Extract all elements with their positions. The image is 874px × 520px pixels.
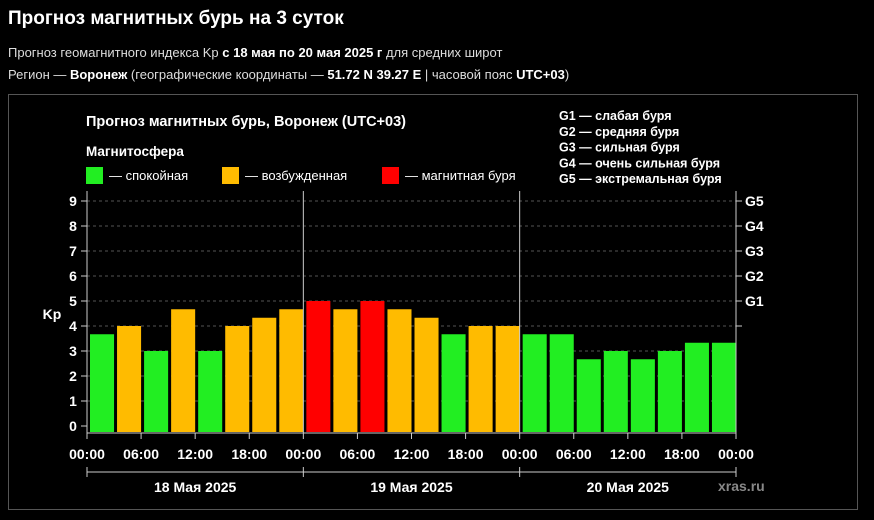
region-timezone: UTC+03 <box>516 67 565 82</box>
kp-bar <box>711 342 736 432</box>
legend-label-excited: — возбужденная <box>245 168 347 183</box>
kp-bar <box>225 326 250 432</box>
g-tick-label: G1 <box>745 293 764 309</box>
y-tick-label: 5 <box>69 293 77 309</box>
g-legend-item: G5 — экстремальная буря <box>559 172 722 186</box>
y-tick-label: 1 <box>69 393 77 409</box>
g-tick-label: G5 <box>745 193 764 209</box>
kp-bar <box>495 326 520 432</box>
kp-bar <box>171 309 196 432</box>
region-mid2: | часовой пояс <box>421 67 517 82</box>
x-tick-label: 12:00 <box>177 446 213 462</box>
y-tick-label: 7 <box>69 243 77 259</box>
kp-bar <box>387 309 412 432</box>
kp-bar <box>360 301 385 432</box>
subtitle-dates: с 18 мая по 20 мая 2025 г <box>222 45 383 60</box>
kp-bar <box>576 359 601 432</box>
kp-bar <box>279 309 304 432</box>
region-mid: (географические координаты — <box>127 67 328 82</box>
y-tick-label: 6 <box>69 268 77 284</box>
y-tick-label: 3 <box>69 343 77 359</box>
g-legend-item: G4 — очень сильная буря <box>559 156 720 170</box>
g-legend-item: G3 — сильная буря <box>559 141 680 155</box>
legend-swatch-calm <box>86 167 103 184</box>
x-tick-label: 12:00 <box>610 446 646 462</box>
subtitle-suffix: для средних широт <box>382 45 503 60</box>
g-tick-label: G3 <box>745 243 764 259</box>
x-tick-label: 00:00 <box>285 446 321 462</box>
x-tick-label: 06:00 <box>123 446 159 462</box>
y-tick-label: 8 <box>69 218 77 234</box>
day-label: 20 Мая 2025 <box>587 479 669 495</box>
legend-title: Магнитосфера <box>86 144 184 159</box>
region-coords: 51.72 N 39.27 E <box>327 67 422 82</box>
chart-panel: Прогноз магнитных бурь, Воронеж (UTC+03)… <box>8 94 858 510</box>
x-tick-label: 18:00 <box>448 446 484 462</box>
subtitle-prefix: Прогноз геомагнитного индекса Kp <box>8 45 223 60</box>
forecast-subtitle: Прогноз геомагнитного индекса Kp с 18 ма… <box>8 45 502 60</box>
kp-bar <box>252 317 277 432</box>
x-tick-label: 18:00 <box>231 446 267 462</box>
x-tick-label: 06:00 <box>556 446 592 462</box>
y-axis-label: Kp <box>43 306 62 322</box>
kp-bar <box>306 301 331 432</box>
kp-bar <box>117 326 142 432</box>
x-tick-label: 18:00 <box>664 446 700 462</box>
x-tick-label: 00:00 <box>69 446 105 462</box>
day-label: 18 Мая 2025 <box>154 479 236 495</box>
x-tick-label: 00:00 <box>718 446 754 462</box>
g-tick-label: G4 <box>745 218 764 234</box>
page-title: Прогноз магнитных бурь на 3 суток <box>8 8 344 29</box>
kp-bar <box>144 351 169 432</box>
g-legend-item: G1 — слабая буря <box>559 109 672 123</box>
region-info: Регион — Воронеж (географические координ… <box>8 67 569 82</box>
region-name: Воронеж <box>69 67 128 82</box>
legend-label-storm: — магнитная буря <box>405 168 516 183</box>
kp-bar <box>603 351 628 432</box>
y-tick-label: 0 <box>69 418 77 434</box>
x-tick-label: 00:00 <box>502 446 538 462</box>
x-tick-label: 06:00 <box>340 446 376 462</box>
kp-bar <box>90 334 115 432</box>
kp-bar-chart: Прогноз магнитных бурь, Воронеж (UTC+03)… <box>43 109 765 495</box>
g-legend-item: G2 — средняя буря <box>559 125 679 139</box>
kp-bar <box>198 351 223 432</box>
legend-label-calm: — спокойная <box>109 168 188 183</box>
kp-bar <box>657 351 682 432</box>
legend-swatch-excited <box>222 167 239 184</box>
region-prefix: Регион — <box>8 67 70 82</box>
kp-bar <box>630 359 655 432</box>
g-tick-label: G2 <box>745 268 764 284</box>
region-suffix: ) <box>564 67 570 82</box>
kp-bar <box>522 334 547 432</box>
kp-bar <box>333 309 358 432</box>
kp-bar <box>441 334 466 432</box>
kp-bar <box>468 326 493 432</box>
y-tick-label: 2 <box>69 368 77 384</box>
watermark: xras.ru <box>718 478 765 494</box>
y-tick-label: 9 <box>69 193 77 209</box>
y-tick-label: 4 <box>69 318 77 334</box>
legend-swatch-storm <box>382 167 399 184</box>
day-label: 19 Мая 2025 <box>370 479 452 495</box>
kp-bar <box>684 342 709 432</box>
kp-bar <box>414 317 439 432</box>
chart-title: Прогноз магнитных бурь, Воронеж (UTC+03) <box>86 114 406 130</box>
kp-bar <box>549 334 574 432</box>
x-tick-label: 12:00 <box>394 446 430 462</box>
